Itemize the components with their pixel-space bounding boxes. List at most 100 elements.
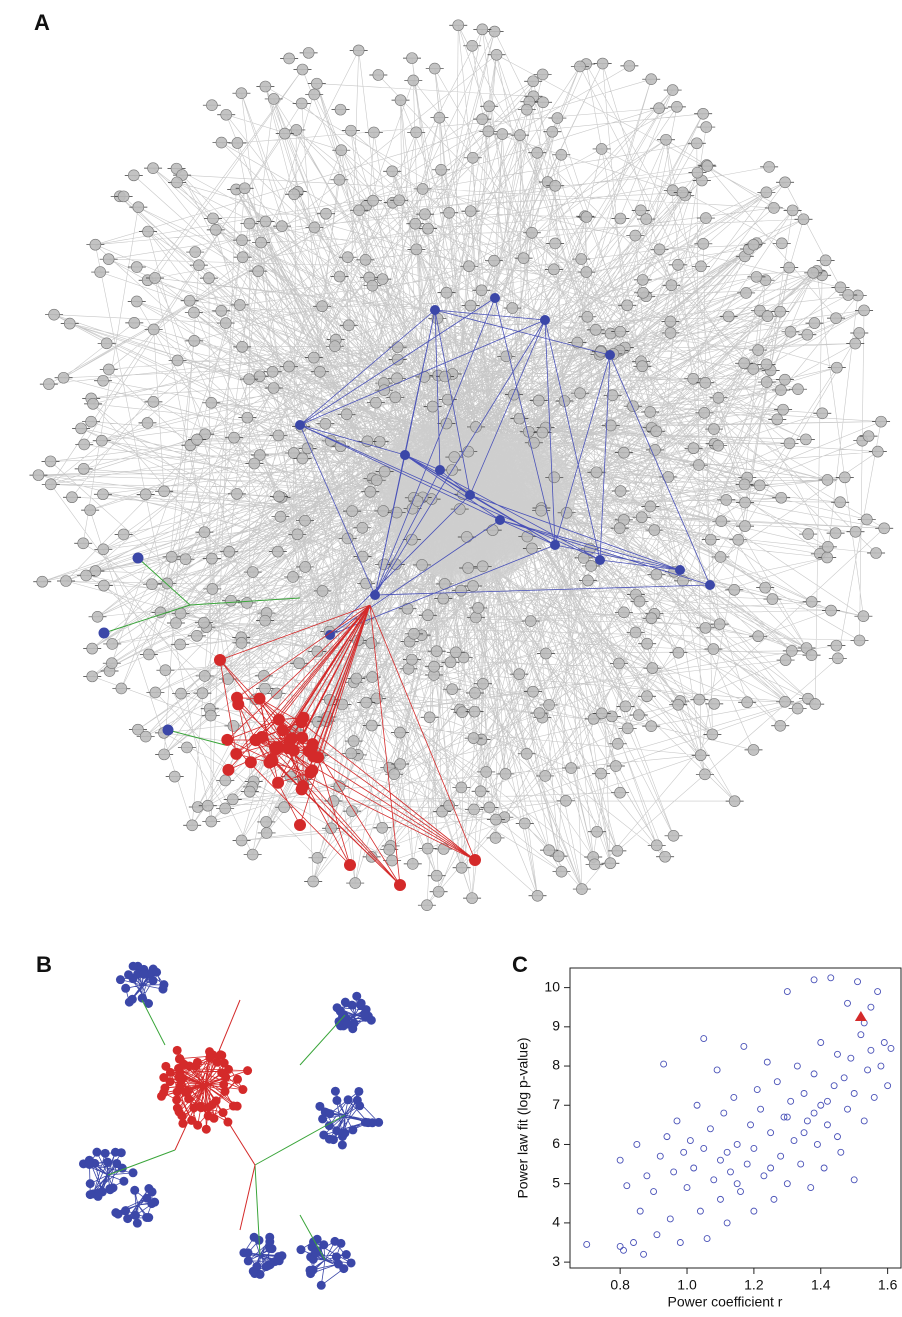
node — [537, 96, 549, 109]
cluster-node — [159, 1073, 169, 1083]
blue-node — [490, 293, 500, 303]
node — [595, 767, 607, 780]
node — [739, 496, 751, 509]
node — [621, 299, 633, 312]
node — [335, 144, 348, 157]
node — [693, 693, 706, 706]
node — [386, 165, 398, 178]
point — [713, 1066, 721, 1074]
node — [130, 261, 143, 273]
node — [443, 206, 455, 219]
node — [198, 526, 211, 538]
node — [560, 507, 573, 519]
node — [356, 550, 369, 563]
node — [258, 670, 270, 682]
node — [476, 113, 489, 125]
node — [672, 259, 684, 271]
blue-node — [325, 630, 335, 640]
point — [887, 1044, 895, 1052]
cluster-node — [248, 1266, 258, 1276]
node — [36, 575, 49, 588]
point — [633, 1141, 641, 1148]
node — [165, 551, 178, 563]
cluster-node — [182, 1086, 192, 1096]
node — [549, 179, 562, 192]
node — [205, 815, 218, 828]
node — [410, 126, 422, 139]
node — [356, 522, 369, 534]
node — [327, 795, 340, 807]
cluster-node — [352, 991, 362, 1001]
node — [720, 494, 733, 506]
node — [432, 885, 445, 898]
node — [171, 176, 183, 189]
cluster-node — [113, 1209, 123, 1219]
cluster-node — [337, 1140, 347, 1150]
node — [582, 574, 594, 587]
node — [640, 213, 652, 225]
node — [464, 299, 477, 312]
cluster-node — [306, 1269, 316, 1279]
node — [308, 221, 321, 234]
node — [234, 299, 246, 311]
node — [551, 112, 564, 124]
node — [646, 662, 659, 674]
point — [870, 1093, 878, 1101]
node — [188, 306, 200, 319]
cluster-node — [221, 1072, 231, 1082]
node — [302, 47, 315, 59]
node — [202, 799, 214, 812]
node — [466, 892, 478, 904]
point — [793, 1062, 801, 1070]
node — [63, 317, 76, 330]
node — [508, 388, 520, 401]
red-node — [294, 819, 306, 831]
node — [149, 272, 161, 284]
node — [738, 478, 751, 491]
node — [106, 657, 118, 669]
blue-node — [295, 420, 305, 430]
node — [386, 854, 398, 867]
cluster-node — [193, 1120, 203, 1130]
node — [453, 503, 466, 515]
node — [636, 274, 649, 286]
cluster-node — [184, 1094, 194, 1104]
node — [783, 261, 796, 274]
node — [142, 225, 154, 238]
cluster-node — [296, 1245, 306, 1255]
node — [819, 254, 832, 267]
node — [231, 137, 244, 149]
node — [664, 315, 677, 328]
node — [293, 657, 305, 670]
cluster-node — [147, 1199, 157, 1209]
node — [466, 40, 479, 52]
blue-node — [675, 565, 685, 575]
node — [531, 889, 544, 902]
cluster-node — [219, 1058, 229, 1068]
cluster-node — [121, 983, 131, 993]
node — [747, 363, 760, 375]
node — [576, 883, 588, 895]
node — [483, 100, 495, 113]
point — [810, 1109, 818, 1117]
point — [834, 1050, 841, 1058]
node — [490, 813, 502, 826]
node — [712, 439, 725, 452]
node — [779, 176, 791, 189]
node — [435, 164, 447, 176]
node — [618, 446, 630, 459]
cluster-node — [220, 1086, 230, 1096]
point — [757, 1105, 765, 1113]
node — [708, 698, 721, 710]
node — [127, 169, 140, 182]
point — [763, 1058, 771, 1066]
node — [238, 182, 251, 195]
node — [235, 834, 248, 847]
node — [513, 668, 526, 680]
blue-node — [430, 305, 440, 315]
node — [535, 504, 547, 517]
node — [825, 604, 837, 617]
cluster-node — [333, 1259, 343, 1269]
point — [660, 1060, 668, 1068]
node — [373, 435, 386, 448]
